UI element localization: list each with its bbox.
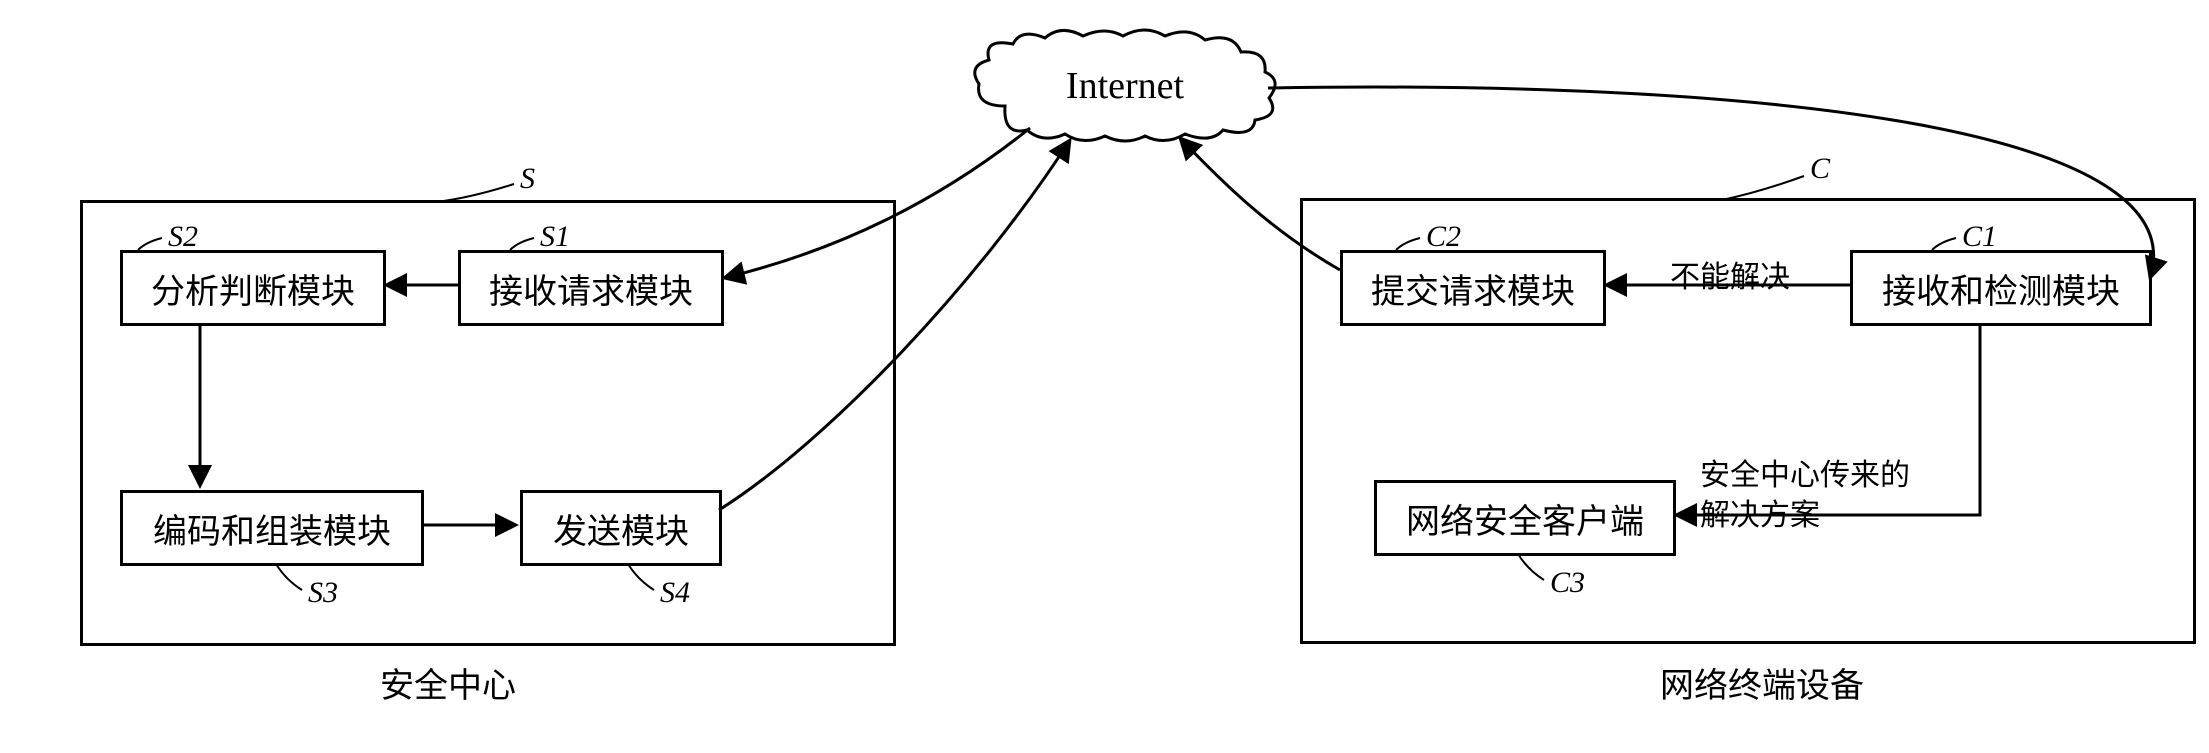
box-c2-ref: C2 <box>1426 220 1461 254</box>
box-s2-analyze-judge: 分析判断模块 <box>120 250 386 326</box>
box-s2-label: 分析判断模块 <box>151 264 355 313</box>
container-c-ref: C <box>1810 152 1830 186</box>
box-c3-label: 网络安全客户端 <box>1406 494 1644 543</box>
edge-label-solution-2: 解决方案 <box>1700 490 1820 534</box>
cloud-label: Internet <box>965 26 1285 146</box>
box-c2-label: 提交请求模块 <box>1371 264 1575 313</box>
box-s4-ref: S4 <box>660 576 690 610</box>
box-c1-receive-detect: 接收和检测模块 <box>1850 250 2152 326</box>
internet-cloud: Internet <box>965 26 1285 146</box>
box-c2-submit-request: 提交请求模块 <box>1340 250 1606 326</box>
container-s-ref: S <box>520 162 535 196</box>
box-s3-label: 编码和组装模块 <box>153 504 391 553</box>
box-s1-ref: S1 <box>540 220 570 254</box>
container-c-title: 网络终端设备 <box>1660 658 1864 707</box>
box-s1-receive-request: 接收请求模块 <box>458 250 724 326</box>
container-s-title: 安全中心 <box>380 658 516 707</box>
edge-label-solution-1: 安全中心传来的 <box>1700 450 1910 494</box>
box-c1-label: 接收和检测模块 <box>1882 264 2120 313</box>
edge-label-cannot-resolve: 不能解决 <box>1670 252 1790 296</box>
box-s3-encode-assemble: 编码和组装模块 <box>120 490 424 566</box>
box-s2-ref: S2 <box>168 220 198 254</box>
system-diagram: Internet S 安全中心 C 网络终端设备 接收请求模块 S1 分析判断模… <box>20 20 2209 733</box>
box-s3-ref: S3 <box>308 576 338 610</box>
box-s1-label: 接收请求模块 <box>489 264 693 313</box>
box-s4-send: 发送模块 <box>520 490 722 566</box>
box-c3-security-client: 网络安全客户端 <box>1374 480 1676 556</box>
box-c3-ref: C3 <box>1550 566 1585 600</box>
box-s4-label: 发送模块 <box>553 504 689 553</box>
box-c1-ref: C1 <box>1962 220 1997 254</box>
